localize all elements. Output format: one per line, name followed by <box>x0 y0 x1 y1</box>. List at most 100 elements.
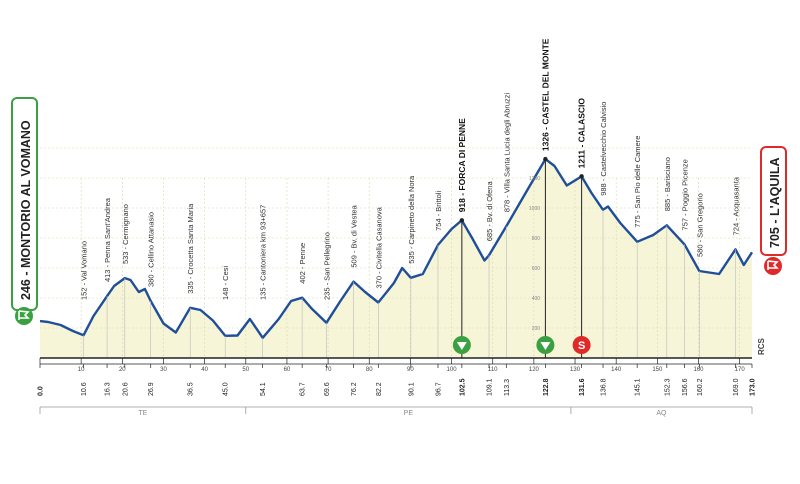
km-tick-label: 113.3 <box>504 379 511 396</box>
profile-line <box>39 157 754 339</box>
axis-ten-label: 90 <box>407 367 414 373</box>
summit-dot <box>579 174 584 179</box>
axis-ten-label: 60 <box>284 367 291 373</box>
summit-dot <box>459 218 465 223</box>
km-tick-label: 96.7 <box>435 382 442 396</box>
waypoint-label: 235 - San Pellegrino <box>322 232 331 300</box>
region-bar: TE PE AQ <box>39 406 753 417</box>
waypoint-label: 580 - San Gregorio <box>695 193 704 257</box>
axis-ten-label: 30 <box>160 367 167 373</box>
axis-ten-label: 130 <box>570 367 581 373</box>
km-tick-label: 173.0 <box>750 378 757 396</box>
km-tick-label: 152.3 <box>664 378 671 396</box>
waypoint-label: 685 - Bv. di Ofena <box>485 181 494 242</box>
km-tick-label: 145.1 <box>635 378 642 396</box>
axis-ten-label: 120 <box>529 367 540 373</box>
region-label: PE <box>404 410 414 417</box>
waypoint-label: 380 - Cellino Attanasio <box>147 212 156 287</box>
distance-axis: 10 20 30 40 50 60 70 80 90 100 110 120 130 140 150 160 1… <box>38 357 757 396</box>
region-label: TE <box>138 410 147 417</box>
km-tick-label: 122.8 <box>543 378 550 396</box>
km-tick-label: 131.6 <box>579 378 586 396</box>
waypoint-label: 885 - Barisciano <box>663 157 672 211</box>
waypoint-labels: 152 - Val Vomano 413 - Penna Sant'Andrea 5… <box>80 38 741 300</box>
waypoint-label: 152 - Val Vomano <box>80 241 89 300</box>
watermark: RCS <box>757 337 766 355</box>
axis-ten-label: 40 <box>201 367 208 373</box>
axis-ten-label: 140 <box>611 367 622 373</box>
axis-ten-label: 100 <box>447 367 458 373</box>
km-tick-label: 20.6 <box>122 382 129 396</box>
kom-triangle-icon <box>452 336 471 354</box>
axis-ten-label: 10 <box>78 367 85 373</box>
waypoint-label: 988 - Castelvecchio Calvisio <box>599 102 608 196</box>
km-tick-label: 0.0 <box>38 386 45 396</box>
axis-ten-label: 150 <box>652 367 663 373</box>
km-tick-label: 156.6 <box>682 378 689 396</box>
finish-flag-icon <box>764 257 782 275</box>
km-tick-label: 26.9 <box>148 382 155 396</box>
summit-dot <box>543 156 548 162</box>
waypoint-label: 1326 - CASTEL DEL MONTE <box>540 38 550 151</box>
waypoint-droplines <box>83 156 736 358</box>
waypoint-label: 724 - Acquasanta <box>732 176 741 235</box>
km-tick-label: 36.5 <box>188 382 195 396</box>
altitude-tick-label: 600 <box>532 266 541 272</box>
altitude-tick-label: 800 <box>532 236 541 242</box>
profile-fill <box>40 159 752 358</box>
km-tick-label: 90.1 <box>408 382 415 396</box>
axis-ten-label: 170 <box>735 367 746 373</box>
km-tick-label: 10.6 <box>81 382 88 396</box>
waypoint-label: 509 - Bv. di Vestea <box>350 204 359 267</box>
waypoint-label: 757 - Poggio Picenze <box>681 159 690 230</box>
waypoint-label: 402 - Penne <box>298 243 307 284</box>
kom-triangle-icon <box>536 336 555 354</box>
waypoint-label: 775 - San Pio delle Camere <box>633 136 642 228</box>
km-tick-label: 102.5 <box>459 378 466 396</box>
finish-box: 705 - L'AQUILA <box>760 146 787 275</box>
waypoint-label: 533 - Cermignano <box>121 204 130 264</box>
waypoint-label: 148 - Cesi <box>221 265 230 300</box>
axis-ten-label: 80 <box>366 367 373 373</box>
region-label: AQ <box>656 410 667 417</box>
km-tick-label: 45.0 <box>223 382 230 396</box>
axis-ten-label: 110 <box>488 367 498 373</box>
waypoint-label: 135 - Cantoniera km 93+657 <box>259 205 268 300</box>
start-box: 246 - MONTORIO AL VOMANO <box>11 97 38 325</box>
altitude-tick-label: 200 <box>532 326 541 332</box>
finish-label: 705 - L'AQUILA <box>768 158 782 249</box>
axis-ten-label: 50 <box>242 367 249 373</box>
km-tick-label: 63.7 <box>300 382 307 396</box>
waypoint-label: 878 - Villa Santa Lucia degli Abruzzi <box>502 92 511 212</box>
waypoint-label: 1211 - CALASCIO <box>577 98 587 169</box>
sprint-s-icon: S <box>572 336 591 354</box>
km-tick-label: 109.1 <box>487 378 494 396</box>
profile-area <box>39 147 754 358</box>
km-tick-label: 82.2 <box>376 382 383 396</box>
altitude-tick-label: 1200 <box>529 176 540 182</box>
waypoint-label: 754 - Brittoli <box>434 191 443 231</box>
waypoint-label: 918 - FORCA DI PENNE <box>457 118 467 212</box>
axis-ten-label: 160 <box>693 367 704 373</box>
waypoint-label: 535 - Carpineto della Nora <box>407 175 416 264</box>
climb-markers: S <box>452 336 591 354</box>
altitude-tick-label: 1000 <box>529 206 540 212</box>
start-flag-icon <box>15 307 33 325</box>
km-tick-label: 69.6 <box>324 382 331 396</box>
km-tick-label: 76.2 <box>351 382 358 396</box>
km-tick-label: 136.8 <box>601 378 608 396</box>
start-label: 246 - MONTORIO AL VOMANO <box>19 120 33 300</box>
km-tick-label: 160.2 <box>697 378 704 396</box>
waypoint-label: 335 - Crocetta Santa Maria <box>186 203 195 294</box>
km-tick-label: 169.0 <box>733 378 740 396</box>
waypoint-label: 413 - Penna Sant'Andrea <box>103 197 112 282</box>
axis-ten-label: 70 <box>325 367 332 373</box>
sprint-label: S <box>578 340 585 352</box>
km-tick-label: 54.1 <box>260 382 267 396</box>
altitude-tick-labels: 1200 1000 800 600 400 200 <box>529 176 540 332</box>
grid-lines <box>40 147 752 358</box>
axis-ten-label: 20 <box>119 367 126 373</box>
waypoint-label: 370 - Civitella Casanova <box>374 206 383 288</box>
altitude-tick-label: 400 <box>532 296 541 302</box>
